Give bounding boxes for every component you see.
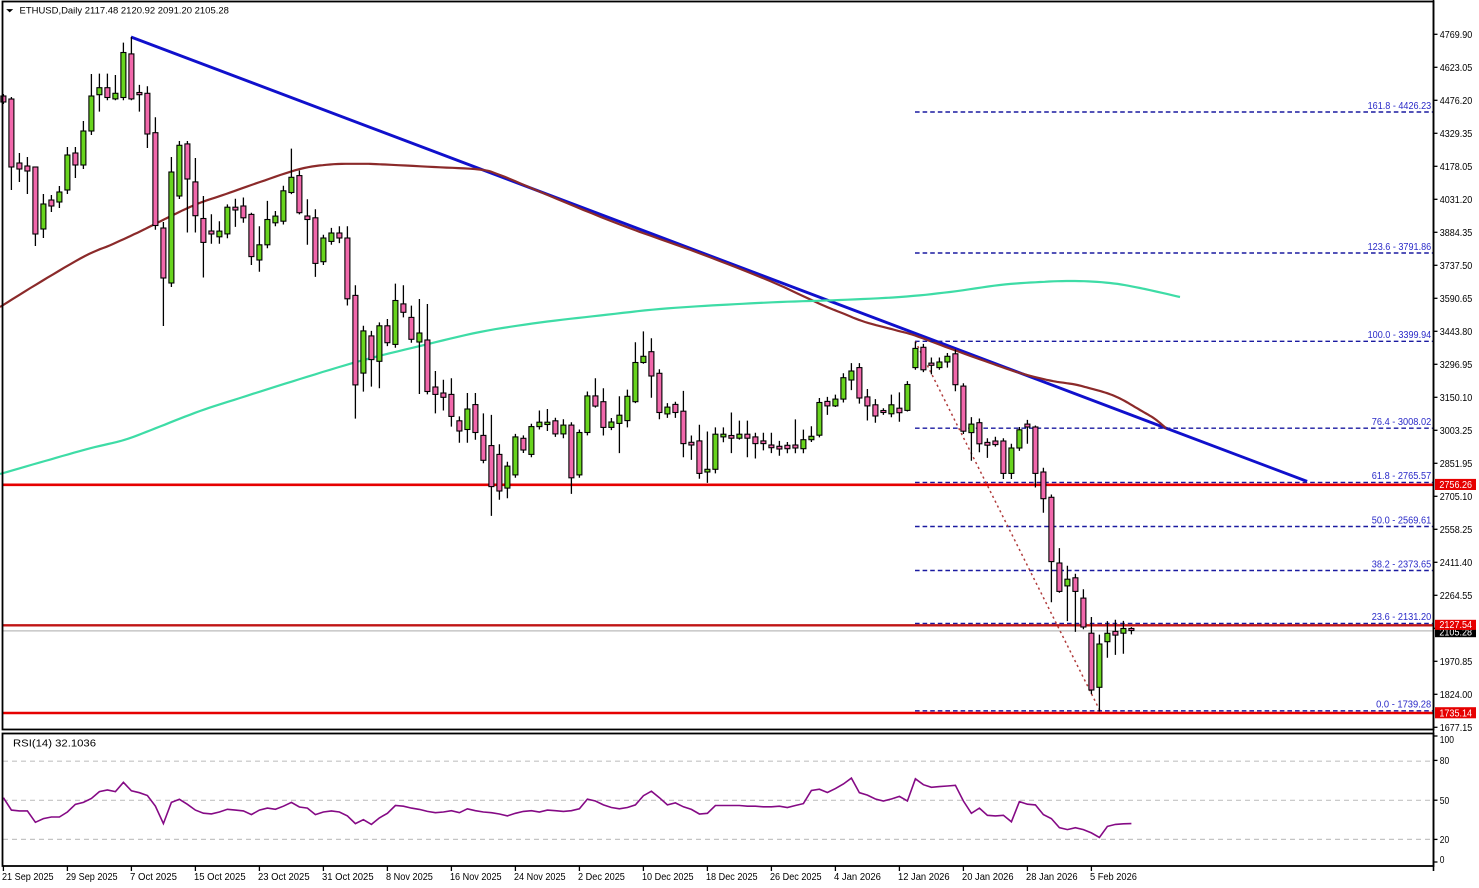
svg-text:100: 100	[1440, 735, 1454, 746]
svg-text:1735.14: 1735.14	[1439, 708, 1472, 719]
svg-text:4329.35: 4329.35	[1440, 129, 1473, 140]
svg-text:29 Sep 2025: 29 Sep 2025	[66, 872, 118, 883]
svg-text:50: 50	[1440, 796, 1450, 807]
svg-text:1824.00: 1824.00	[1440, 690, 1473, 701]
svg-text:31 Oct 2025: 31 Oct 2025	[322, 872, 374, 883]
svg-text:4031.20: 4031.20	[1440, 195, 1473, 206]
svg-text:5 Feb 2026: 5 Feb 2026	[1090, 872, 1137, 883]
svg-text:1677.15: 1677.15	[1440, 723, 1473, 734]
svg-text:3296.95: 3296.95	[1440, 360, 1473, 371]
svg-text:0.0 - 1739.28: 0.0 - 1739.28	[1376, 700, 1432, 711]
svg-text:61.8 - 2765.57: 61.8 - 2765.57	[1372, 471, 1432, 482]
svg-text:50.0 - 2569.61: 50.0 - 2569.61	[1372, 515, 1432, 526]
svg-text:21 Sep 2025: 21 Sep 2025	[2, 872, 54, 883]
svg-text:3003.25: 3003.25	[1440, 426, 1473, 437]
svg-text:12 Jan 2026: 12 Jan 2026	[898, 872, 950, 883]
svg-text:RSI(14) 32.1036: RSI(14) 32.1036	[13, 739, 96, 750]
svg-text:ETHUSD,Daily 2117.48 2120.92: ETHUSD,Daily 2117.48 2120.92 2091.20 210…	[20, 5, 229, 15]
svg-text:1970.85: 1970.85	[1440, 657, 1473, 668]
svg-text:26 Dec 2025: 26 Dec 2025	[770, 872, 822, 883]
svg-text:123.6 - 3791.86: 123.6 - 3791.86	[1368, 242, 1432, 253]
svg-text:18 Dec 2025: 18 Dec 2025	[706, 872, 758, 883]
svg-text:38.2 - 2373.65: 38.2 - 2373.65	[1372, 559, 1432, 570]
svg-text:20: 20	[1440, 835, 1450, 846]
svg-text:2705.10: 2705.10	[1440, 492, 1473, 503]
svg-text:2558.25: 2558.25	[1440, 525, 1473, 536]
svg-text:76.4 - 3008.02: 76.4 - 3008.02	[1372, 417, 1432, 428]
svg-text:23 Oct 2025: 23 Oct 2025	[258, 872, 310, 883]
svg-text:3884.35: 3884.35	[1440, 228, 1473, 239]
svg-text:4178.05: 4178.05	[1440, 162, 1473, 173]
svg-text:24 Nov 2025: 24 Nov 2025	[514, 872, 566, 883]
svg-text:0: 0	[1440, 855, 1445, 866]
svg-text:2411.40: 2411.40	[1440, 558, 1473, 569]
svg-text:2105.28: 2105.28	[1439, 627, 1472, 638]
svg-text:10 Dec 2025: 10 Dec 2025	[642, 872, 694, 883]
svg-text:2756.26: 2756.26	[1439, 480, 1472, 491]
svg-text:2 Dec 2025: 2 Dec 2025	[578, 872, 625, 883]
svg-text:7 Oct 2025: 7 Oct 2025	[130, 872, 177, 883]
svg-text:3590.65: 3590.65	[1440, 294, 1473, 305]
svg-text:2127.54: 2127.54	[1439, 620, 1472, 631]
svg-text:4769.90: 4769.90	[1440, 30, 1473, 41]
svg-text:23.6 - 2131.20: 23.6 - 2131.20	[1372, 612, 1432, 623]
svg-text:28 Jan 2026: 28 Jan 2026	[1026, 872, 1078, 883]
svg-text:3443.80: 3443.80	[1440, 327, 1473, 338]
svg-text:3737.50: 3737.50	[1440, 261, 1473, 272]
svg-text:4 Jan 2026: 4 Jan 2026	[834, 872, 881, 883]
svg-text:3150.10: 3150.10	[1440, 393, 1473, 404]
svg-text:4476.20: 4476.20	[1440, 96, 1473, 107]
svg-text:80: 80	[1440, 756, 1450, 767]
svg-text:2264.55: 2264.55	[1440, 591, 1473, 602]
svg-text:16 Nov 2025: 16 Nov 2025	[450, 872, 502, 883]
svg-text:20 Jan 2026: 20 Jan 2026	[962, 872, 1014, 883]
svg-text:100.0 - 3399.94: 100.0 - 3399.94	[1368, 330, 1432, 341]
svg-text:161.8 - 4426.23: 161.8 - 4426.23	[1368, 101, 1432, 112]
svg-text:4623.05: 4623.05	[1440, 63, 1473, 74]
svg-text:15 Oct 2025: 15 Oct 2025	[194, 872, 246, 883]
svg-text:8 Nov 2025: 8 Nov 2025	[386, 872, 433, 883]
svg-text:2851.95: 2851.95	[1440, 459, 1473, 470]
